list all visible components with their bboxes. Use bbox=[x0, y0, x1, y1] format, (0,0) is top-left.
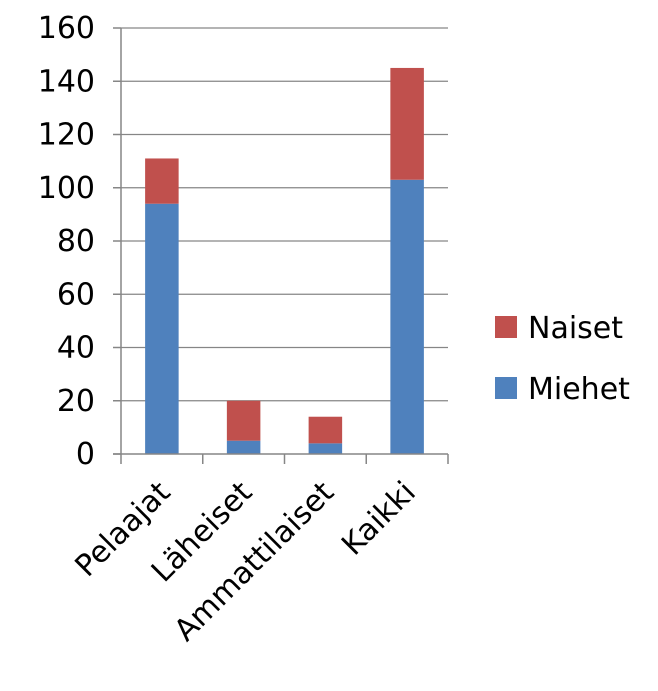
bar-naiset-3 bbox=[308, 416, 343, 444]
bar-miehet-3 bbox=[308, 443, 343, 454]
bar-naiset-1 bbox=[145, 158, 179, 204]
y-tick-label: 160 bbox=[38, 11, 95, 46]
bar-naiset-4 bbox=[390, 67, 424, 180]
y-tick-label: 100 bbox=[38, 171, 95, 206]
legend: Naiset Miehet bbox=[495, 311, 630, 407]
legend-label-naiset: Naiset bbox=[528, 311, 623, 346]
legend-swatch-naiset bbox=[495, 316, 517, 338]
legend-label-miehet: Miehet bbox=[528, 372, 630, 407]
bar-miehet-2 bbox=[226, 440, 261, 454]
axes bbox=[113, 27, 449, 464]
y-tick-label: 40 bbox=[57, 331, 95, 366]
y-tick-label: 0 bbox=[76, 437, 95, 472]
y-tick-label: 140 bbox=[38, 64, 95, 99]
y-tick-label: 80 bbox=[57, 224, 95, 259]
y-tick-labels: 0 20 40 60 80 100 120 140 160 bbox=[38, 11, 95, 472]
legend-swatch-miehet bbox=[495, 377, 517, 399]
bar-naiset-2 bbox=[226, 400, 261, 441]
y-tick-label: 60 bbox=[57, 277, 95, 312]
bar-miehet-1 bbox=[145, 203, 179, 454]
x-tick-label: Kaikki bbox=[335, 475, 423, 563]
bar-miehet-4 bbox=[390, 179, 424, 454]
bars bbox=[145, 67, 424, 454]
y-tick-label: 120 bbox=[38, 118, 95, 153]
y-tick-label: 20 bbox=[57, 384, 95, 419]
